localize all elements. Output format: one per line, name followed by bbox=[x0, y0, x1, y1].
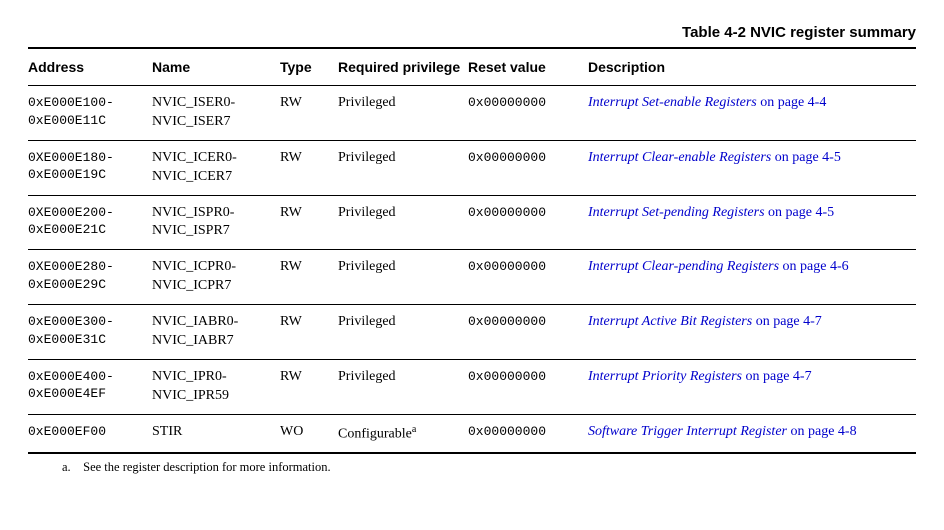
col-header: Name bbox=[152, 48, 280, 86]
cell-type: RW bbox=[280, 250, 338, 305]
cell-address: 0xE000E300-0xE000E31C bbox=[28, 305, 152, 360]
cell-privilege: Privileged bbox=[338, 140, 468, 195]
col-header: Required privilege bbox=[338, 48, 468, 86]
table-caption: Table 4-2 NVIC register summary bbox=[28, 24, 916, 41]
cell-privilege: Privileged bbox=[338, 195, 468, 250]
cell-description: Interrupt Set-pending Registers on page … bbox=[588, 195, 916, 250]
table-row: 0xE000E300-0xE000E31CNVIC_IABR0-NVIC_IAB… bbox=[28, 305, 916, 360]
col-header: Type bbox=[280, 48, 338, 86]
table-row: 0XE000E280-0xE000E29CNVIC_ICPR0-NVIC_ICP… bbox=[28, 250, 916, 305]
description-link[interactable]: Interrupt Clear-pending Registers on pag… bbox=[588, 259, 849, 274]
cell-name: NVIC_ICPR0-NVIC_ICPR7 bbox=[152, 250, 280, 305]
table-row: 0xE000E400-0xE000E4EFNVIC_IPR0-NVIC_IPR5… bbox=[28, 359, 916, 414]
cell-reset: 0x00000000 bbox=[468, 250, 588, 305]
cell-type: RW bbox=[280, 305, 338, 360]
cell-privilege: Privileged bbox=[338, 359, 468, 414]
cell-description: Interrupt Set-enable Registers on page 4… bbox=[588, 86, 916, 141]
cell-reset: 0x00000000 bbox=[468, 305, 588, 360]
cell-description: Interrupt Clear-enable Registers on page… bbox=[588, 140, 916, 195]
description-link[interactable]: Interrupt Set-pending Registers on page … bbox=[588, 205, 834, 220]
cell-type: RW bbox=[280, 140, 338, 195]
table-row: 0XE000E200-0xE000E21CNVIC_ISPR0-NVIC_ISP… bbox=[28, 195, 916, 250]
cell-name: NVIC_IABR0-NVIC_IABR7 bbox=[152, 305, 280, 360]
table-row: 0xE000E100-0xE000E11CNVIC_ISER0-NVIC_ISE… bbox=[28, 86, 916, 141]
cell-type: RW bbox=[280, 195, 338, 250]
cell-description: Software Trigger Interrupt Register on p… bbox=[588, 414, 916, 453]
col-header: Description bbox=[588, 48, 916, 86]
cell-address: 0xE000E400-0xE000E4EF bbox=[28, 359, 152, 414]
cell-address: 0xE000E100-0xE000E11C bbox=[28, 86, 152, 141]
table-body: 0xE000E100-0xE000E11CNVIC_ISER0-NVIC_ISE… bbox=[28, 86, 916, 454]
footnote-marker: a. bbox=[62, 460, 80, 475]
cell-address: 0xE000EF00 bbox=[28, 414, 152, 453]
cell-privilege: Privileged bbox=[338, 250, 468, 305]
cell-privilege: Privileged bbox=[338, 86, 468, 141]
cell-name: NVIC_ICER0-NVIC_ICER7 bbox=[152, 140, 280, 195]
table-header-row: AddressNameTypeRequired privilegeReset v… bbox=[28, 48, 916, 86]
table-row: 0xE000EF00STIRWOConfigurablea0x00000000S… bbox=[28, 414, 916, 453]
cell-privilege: Configurablea bbox=[338, 414, 468, 453]
description-link[interactable]: Interrupt Active Bit Registers on page 4… bbox=[588, 314, 822, 329]
col-header: Address bbox=[28, 48, 152, 86]
description-link[interactable]: Interrupt Priority Registers on page 4-7 bbox=[588, 369, 812, 384]
cell-type: RW bbox=[280, 359, 338, 414]
cell-reset: 0x00000000 bbox=[468, 86, 588, 141]
cell-privilege: Privileged bbox=[338, 305, 468, 360]
cell-type: RW bbox=[280, 86, 338, 141]
cell-address: 0XE000E280-0xE000E29C bbox=[28, 250, 152, 305]
cell-description: Interrupt Clear-pending Registers on pag… bbox=[588, 250, 916, 305]
cell-name: NVIC_IPR0-NVIC_IPR59 bbox=[152, 359, 280, 414]
description-link[interactable]: Interrupt Set-enable Registers on page 4… bbox=[588, 95, 826, 110]
footnote-text: See the register description for more in… bbox=[83, 460, 331, 474]
cell-reset: 0x00000000 bbox=[468, 140, 588, 195]
cell-address: 0XE000E180-0xE000E19C bbox=[28, 140, 152, 195]
cell-reset: 0x00000000 bbox=[468, 359, 588, 414]
cell-description: Interrupt Active Bit Registers on page 4… bbox=[588, 305, 916, 360]
col-header: Reset value bbox=[468, 48, 588, 86]
cell-reset: 0x00000000 bbox=[468, 195, 588, 250]
table-footnote: a. See the register description for more… bbox=[28, 460, 916, 475]
cell-description: Interrupt Priority Registers on page 4-7 bbox=[588, 359, 916, 414]
cell-name: STIR bbox=[152, 414, 280, 453]
description-link[interactable]: Interrupt Clear-enable Registers on page… bbox=[588, 150, 841, 165]
cell-name: NVIC_ISPR0-NVIC_ISPR7 bbox=[152, 195, 280, 250]
nvic-register-table: AddressNameTypeRequired privilegeReset v… bbox=[28, 47, 916, 454]
cell-name: NVIC_ISER0-NVIC_ISER7 bbox=[152, 86, 280, 141]
cell-address: 0XE000E200-0xE000E21C bbox=[28, 195, 152, 250]
description-link[interactable]: Software Trigger Interrupt Register on p… bbox=[588, 424, 857, 439]
table-row: 0XE000E180-0xE000E19CNVIC_ICER0-NVIC_ICE… bbox=[28, 140, 916, 195]
cell-type: WO bbox=[280, 414, 338, 453]
cell-reset: 0x00000000 bbox=[468, 414, 588, 453]
